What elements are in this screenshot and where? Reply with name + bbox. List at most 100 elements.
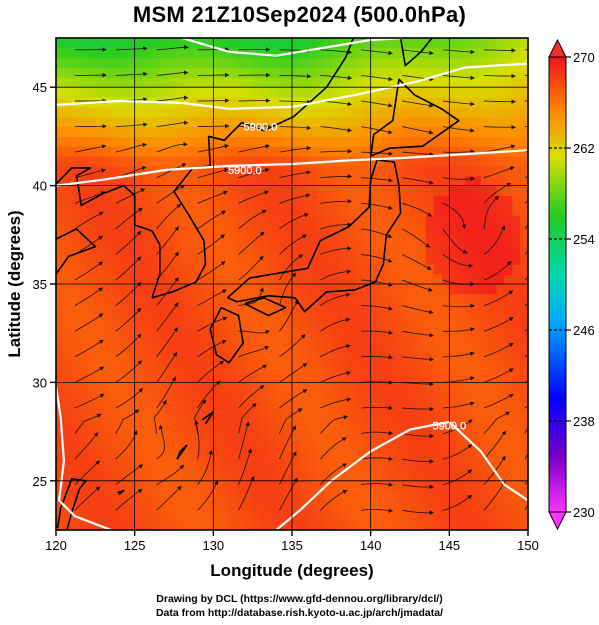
field-cell [449, 431, 458, 442]
field-cell [268, 343, 277, 354]
field-cell [386, 441, 395, 452]
field-cell [166, 205, 175, 216]
field-cell [126, 500, 136, 511]
field-cell [95, 67, 104, 78]
field-cell [205, 97, 214, 108]
field-cell [111, 362, 120, 374]
field-cell [441, 313, 450, 324]
field-cell [79, 126, 89, 137]
field-cell [512, 136, 521, 147]
field-cell [252, 362, 262, 374]
field-cell [512, 47, 521, 59]
field-cell [134, 490, 144, 501]
field-cell [441, 87, 450, 98]
field-cell [56, 126, 65, 137]
field-cell [323, 284, 332, 295]
streamline [442, 176, 475, 182]
field-cell [362, 264, 372, 275]
field-cell [111, 323, 120, 334]
field-cell [394, 471, 403, 482]
field-cell [433, 382, 443, 393]
field-cell [347, 303, 356, 315]
field-cell [150, 352, 159, 364]
field-cell [402, 441, 411, 452]
streamline [402, 484, 435, 490]
field-cell [441, 57, 450, 69]
field-cell [480, 293, 490, 305]
field-cell [480, 234, 490, 246]
field-cell [244, 57, 254, 69]
field-cell [229, 146, 238, 157]
field-cell [449, 57, 458, 69]
field-cell [56, 402, 65, 413]
field-cell [244, 490, 254, 501]
field-cell [457, 293, 466, 305]
field-cell [181, 156, 191, 167]
field-cell [181, 38, 191, 49]
field-cell [465, 480, 474, 492]
field-cell [292, 77, 301, 88]
field-cell [79, 175, 89, 187]
field-cell [260, 47, 269, 59]
field-cell [331, 411, 340, 423]
field-cell [386, 165, 395, 177]
field-cell [512, 441, 521, 452]
field-cell [276, 461, 285, 472]
field-cell [433, 392, 443, 403]
field-cell [465, 175, 474, 187]
field-cell [71, 500, 81, 511]
field-cell [63, 67, 73, 78]
field-cell [402, 97, 411, 108]
field-cell [150, 333, 159, 344]
streamline [278, 425, 297, 460]
streamline [238, 287, 264, 307]
field-cell [323, 77, 332, 88]
field-cell [299, 116, 309, 128]
field-cell [189, 323, 199, 334]
field-cell [56, 106, 65, 118]
field-cell [244, 254, 254, 265]
field-cell [331, 264, 340, 275]
field-cell [331, 106, 340, 118]
field-cell [63, 205, 73, 216]
field-cell [488, 520, 498, 530]
field-cell [457, 47, 466, 59]
field-cell [378, 392, 387, 403]
field-cell [417, 480, 427, 492]
field-cell [150, 343, 159, 354]
field-cell [402, 480, 411, 492]
contour-label: 5900.0 [244, 122, 278, 134]
field-cell [221, 77, 230, 88]
field-cell [378, 372, 387, 383]
field-cell [284, 402, 293, 413]
field-cell [71, 136, 81, 147]
field-cell [504, 57, 513, 69]
field-cell [174, 313, 183, 324]
field-cell [276, 165, 285, 177]
field-cell [292, 225, 301, 236]
field-cell [276, 313, 285, 324]
field-cell [472, 126, 482, 137]
field-cell [118, 146, 128, 157]
field-cell [63, 382, 73, 393]
field-cell [260, 284, 269, 295]
field-cell [236, 431, 246, 442]
field-cell [339, 87, 348, 98]
field-cell [150, 136, 159, 147]
field-cell [284, 77, 293, 88]
field-cell [370, 38, 380, 49]
field-cell [465, 205, 474, 216]
field-cell [87, 451, 96, 462]
field-cell [394, 274, 403, 285]
field-cell [63, 244, 73, 255]
field-cell [197, 441, 207, 452]
field-cell [323, 67, 332, 78]
field-cell [417, 303, 427, 315]
field-cell [56, 165, 65, 177]
field-cell [441, 284, 450, 295]
field-cell [323, 116, 332, 128]
field-cell [142, 38, 151, 49]
field-cell [276, 215, 285, 226]
field-cell [504, 244, 513, 255]
field-cell [79, 362, 89, 374]
